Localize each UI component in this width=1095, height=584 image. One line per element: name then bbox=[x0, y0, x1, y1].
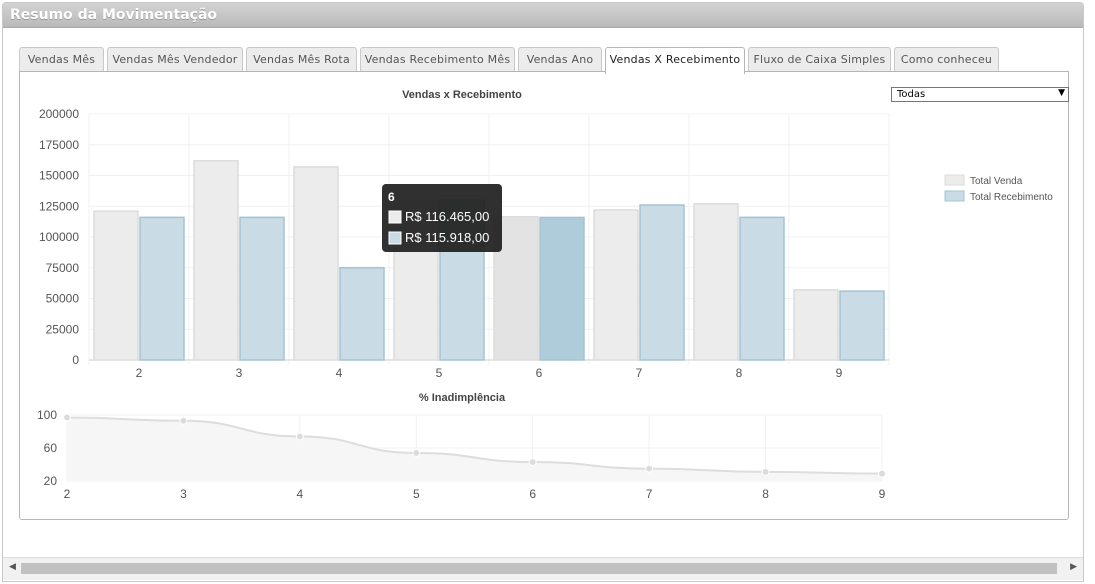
line-x-tick-label: 5 bbox=[413, 487, 420, 501]
line-chart-title: % Inadimplência bbox=[419, 392, 506, 404]
bar-total-recebimento bbox=[239, 216, 285, 361]
bar-y-tick-label: 0 bbox=[72, 353, 79, 367]
bar-total-venda bbox=[793, 289, 839, 361]
legend-label-total-recebimento: Total Recebimento bbox=[970, 192, 1053, 203]
bar-total-recebimento bbox=[139, 216, 185, 361]
bar-x-tick-label: 9 bbox=[836, 366, 843, 380]
horizontal-scrollbar[interactable]: ◀ ▶ bbox=[3, 557, 1083, 580]
tab-vendas-x-recebimento[interactable]: Vendas X Recebimento bbox=[605, 47, 745, 74]
line-chart-x-axis: 2 3 4 5 6 7 8 9 bbox=[64, 487, 886, 501]
tab-vendas-mes-vendedor[interactable]: Vendas Mês Vendedor bbox=[107, 47, 243, 71]
bar-y-tick-label: 200000 bbox=[39, 107, 79, 121]
tooltip-swatch-recebimento bbox=[388, 231, 402, 245]
line-area-fill bbox=[67, 417, 882, 481]
line-point bbox=[179, 416, 188, 425]
bar-y-tick-label: 50000 bbox=[46, 292, 80, 306]
line-x-tick-label: 9 bbox=[879, 487, 886, 501]
scroll-right-icon[interactable]: ▶ bbox=[1070, 562, 1077, 572]
line-x-tick-label: 3 bbox=[180, 487, 187, 501]
bar-x-tick-label: 5 bbox=[436, 366, 443, 380]
filter-select[interactable]: Todas ▼ bbox=[891, 87, 1069, 102]
tooltip-category: 6 bbox=[388, 190, 395, 204]
tab-fluxo-de-caixa-simples[interactable]: Fluxo de Caixa Simples bbox=[748, 47, 891, 71]
line-series-path bbox=[66, 416, 883, 475]
legend-label-total-venda: Total Venda bbox=[970, 176, 1023, 187]
tab-como-conheceu[interactable]: Como conheceu bbox=[894, 47, 999, 71]
tab-panel: Todas ▼ Vendas x Recebimento 0 25000 50000… bbox=[19, 71, 1069, 520]
tab-vendas-mes-rota[interactable]: Vendas Mês Rota bbox=[246, 47, 357, 71]
bar-x-tick-label: 2 bbox=[136, 366, 143, 380]
filter-select-value: Todas bbox=[897, 89, 926, 100]
bar-x-tick-label: 7 bbox=[636, 366, 643, 380]
line-y-tick-label: 100 bbox=[37, 408, 57, 422]
scroll-left-icon[interactable]: ◀ bbox=[9, 562, 16, 572]
line-point bbox=[645, 464, 654, 473]
line-point bbox=[528, 458, 537, 467]
charts-canvas: Vendas x Recebimento 0 25000 50000 75000 100… bbox=[37, 89, 1053, 501]
tooltip-box bbox=[382, 184, 502, 252]
line-x-tick-label: 2 bbox=[64, 487, 71, 501]
line-x-tick-label: 6 bbox=[529, 487, 536, 501]
bar-total-recebimento bbox=[339, 267, 385, 361]
bar-x-tick-label: 4 bbox=[336, 366, 343, 380]
bar-x-tick-label: 6 bbox=[536, 366, 543, 380]
bar-y-tick-label: 25000 bbox=[46, 322, 80, 336]
line-x-tick-label: 4 bbox=[297, 487, 304, 501]
tooltip-value-recebimento: R$ 115.918,00 bbox=[405, 230, 489, 245]
bar-x-tick-label: 3 bbox=[236, 366, 243, 380]
line-chart-series bbox=[63, 413, 886, 481]
bar-chart-legend: Total Venda Total Recebimento bbox=[944, 174, 1053, 203]
legend-swatch-total-venda bbox=[944, 174, 965, 186]
line-y-tick-label: 20 bbox=[44, 474, 58, 488]
bar-chart-tooltip: 6 R$ 116.465,00 R$ 115.918,00 bbox=[382, 184, 502, 252]
line-point bbox=[295, 432, 304, 441]
tooltip-swatch-venda bbox=[388, 210, 402, 224]
bar-chart-bars bbox=[93, 159, 885, 361]
bar-y-tick-label: 75000 bbox=[46, 261, 80, 275]
line-x-tick-label: 8 bbox=[762, 487, 769, 501]
bar-total-recebimento bbox=[839, 290, 885, 361]
bar-y-tick-label: 175000 bbox=[39, 138, 79, 152]
window-title: Resumo da Movimentação bbox=[3, 3, 1083, 28]
bar-total-recebimento bbox=[539, 216, 585, 361]
bar-x-tick-label: 8 bbox=[736, 366, 743, 380]
line-y-tick-label: 60 bbox=[44, 441, 58, 455]
bar-y-tick-label: 100000 bbox=[39, 230, 79, 244]
bar-total-venda bbox=[593, 209, 639, 361]
tab-vendas-recebimento-mes[interactable]: Vendas Recebimento Mês bbox=[360, 47, 515, 71]
bar-total-venda bbox=[193, 159, 239, 361]
bar-total-recebimento bbox=[739, 216, 785, 361]
line-point bbox=[878, 469, 886, 478]
line-point bbox=[63, 413, 71, 422]
bar-total-venda bbox=[93, 210, 139, 361]
line-x-tick-label: 7 bbox=[646, 487, 653, 501]
line-point bbox=[412, 448, 421, 457]
bar-total-venda bbox=[693, 203, 739, 361]
bar-total-venda bbox=[293, 166, 339, 361]
tooltip-value-venda: R$ 116.465,00 bbox=[405, 209, 489, 224]
tab-vendas-ano[interactable]: Vendas Ano bbox=[518, 47, 602, 71]
bar-chart-title: Vendas x Recebimento bbox=[402, 89, 522, 101]
bar-y-tick-label: 125000 bbox=[39, 199, 79, 213]
tab-vendas-mes[interactable]: Vendas Mês bbox=[19, 47, 104, 71]
legend-swatch-total-recebimento bbox=[944, 190, 965, 202]
line-chart-y-axis: 20 60 100 bbox=[37, 408, 57, 488]
chevron-down-icon: ▼ bbox=[1058, 88, 1065, 98]
bar-total-recebimento bbox=[639, 204, 685, 361]
bar-y-tick-label: 150000 bbox=[39, 169, 79, 183]
bar-chart-y-axis: 0 25000 50000 75000 100000 125000 150000 175000… bbox=[39, 107, 79, 367]
bar-chart-x-axis: 2 3 4 5 6 7 8 9 bbox=[136, 366, 843, 380]
scrollbar-thumb[interactable] bbox=[21, 563, 1057, 574]
line-point bbox=[761, 467, 770, 476]
